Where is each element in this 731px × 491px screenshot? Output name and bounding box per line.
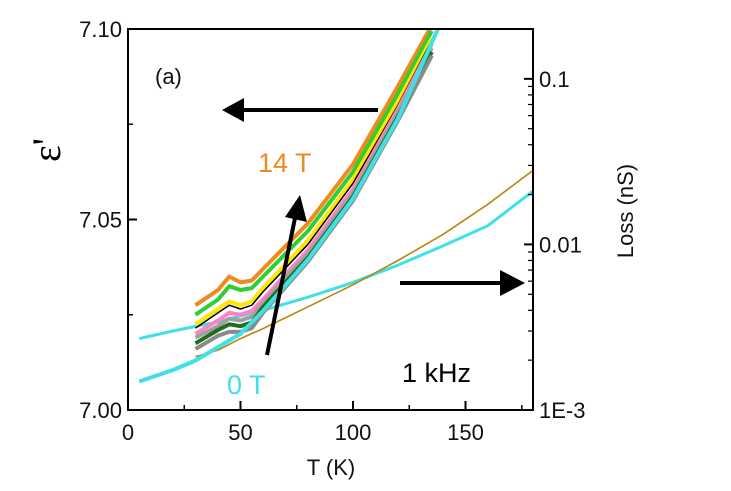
loss-arrow [400,270,525,296]
ticks-layer: 0 50 100 150 7.00 7.05 7.10 1E-3 0.01 0.1 [79,17,585,445]
y-left-tick-label: 7.00 [79,398,122,423]
label-14t: 14 T [258,148,312,178]
epsilon-series-2 [194,37,434,326]
series-layer [138,29,533,384]
x-tick-label: 0 [122,420,134,445]
plot-frame [127,28,534,411]
x-tick-label: 150 [447,420,484,445]
left-axis-title: ε' [24,138,69,162]
x-tick-label: 50 [228,420,252,445]
y-left-tick-label: 7.10 [79,17,122,42]
epsilon-series-0 [194,29,432,307]
y-right-tick-label: 1E-3 [539,398,585,423]
right-axis-title: Loss (nS) [613,164,638,258]
epsilon-series-8 [138,29,441,384]
epsilon-series-3 [195,40,433,329]
loss-series-1 [195,169,533,358]
x-axis-title: T (K) [307,455,355,480]
label-0t: 0 T [227,370,266,400]
epsilon-arrow [222,98,378,122]
y-left-tick-label: 7.05 [79,208,122,233]
label-frequency: 1 kHz [402,358,471,388]
epsilon-series-1 [194,29,434,317]
panel-label: (a) [155,64,182,89]
y-right-tick-label: 0.01 [539,232,582,257]
y-right-tick-label: 0.1 [539,67,570,92]
field-direction-arrow [265,195,307,356]
x-tick-label: 100 [335,420,372,445]
